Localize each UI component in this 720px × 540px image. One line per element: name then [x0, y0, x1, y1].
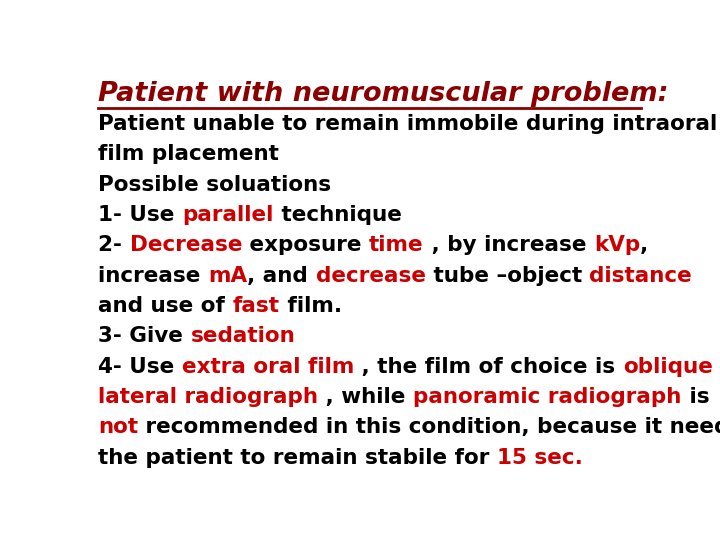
- Text: is: is: [682, 387, 709, 407]
- Text: 4- Use: 4- Use: [99, 357, 182, 377]
- Text: and use of: and use of: [99, 296, 233, 316]
- Text: , by increase: , by increase: [424, 235, 594, 255]
- Text: kVp: kVp: [594, 235, 640, 255]
- Text: technique: technique: [274, 205, 402, 225]
- Text: exposure: exposure: [242, 235, 369, 255]
- Text: mA: mA: [208, 266, 248, 286]
- Text: fast: fast: [233, 296, 280, 316]
- Text: Possible soluations: Possible soluations: [99, 174, 331, 194]
- Text: recommended in this condition, because it need: recommended in this condition, because i…: [138, 417, 720, 437]
- Text: film placement: film placement: [99, 144, 279, 164]
- Text: decrease: decrease: [315, 266, 426, 286]
- Text: not: not: [99, 417, 138, 437]
- Text: lateral radiograph: lateral radiograph: [99, 387, 318, 407]
- Text: Patient unable to remain immobile during intraoral: Patient unable to remain immobile during…: [99, 114, 718, 134]
- Text: distance: distance: [590, 266, 692, 286]
- Text: ,: ,: [640, 235, 649, 255]
- Text: extra oral film: extra oral film: [182, 357, 354, 377]
- Text: sedation: sedation: [191, 326, 295, 346]
- Text: 3- Give: 3- Give: [99, 326, 191, 346]
- Text: tube –object: tube –object: [426, 266, 590, 286]
- Text: time: time: [369, 235, 424, 255]
- Text: increase: increase: [99, 266, 208, 286]
- Text: the patient to remain stabile for: the patient to remain stabile for: [99, 448, 498, 468]
- Text: , the film of choice is: , the film of choice is: [354, 357, 623, 377]
- Text: Decrease: Decrease: [130, 235, 242, 255]
- Text: , while: , while: [318, 387, 413, 407]
- Text: Patient with neuromuscular problem:: Patient with neuromuscular problem:: [99, 82, 669, 107]
- Text: 15 sec.: 15 sec.: [498, 448, 583, 468]
- Text: panoramic radiograph: panoramic radiograph: [413, 387, 682, 407]
- Text: , and: , and: [248, 266, 315, 286]
- Text: 1- Use: 1- Use: [99, 205, 182, 225]
- Text: parallel: parallel: [182, 205, 274, 225]
- Text: film.: film.: [280, 296, 342, 316]
- Text: 2-: 2-: [99, 235, 130, 255]
- Text: oblique: oblique: [623, 357, 713, 377]
